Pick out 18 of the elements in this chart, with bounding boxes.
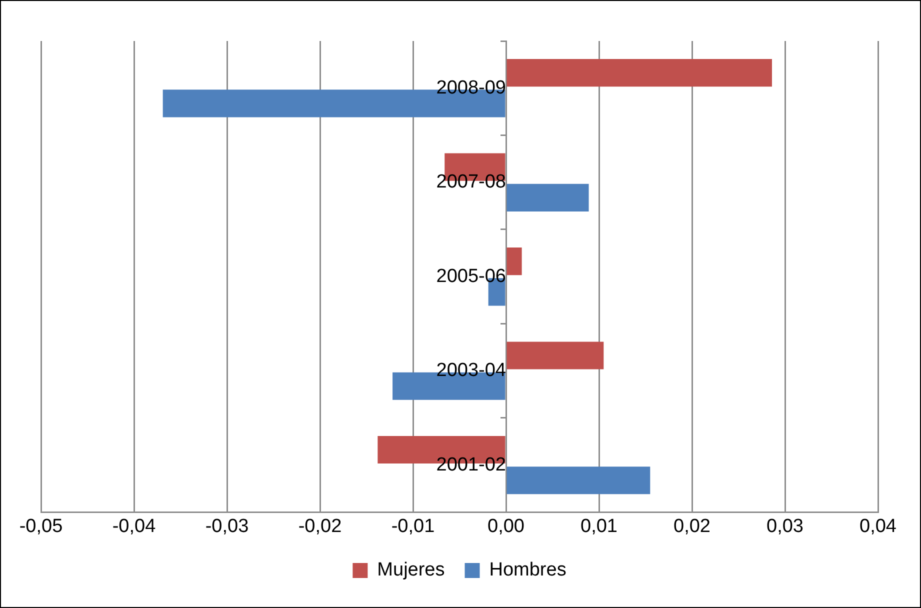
x-tick-label: 0,03 bbox=[766, 516, 804, 537]
y-tick-label: 2005-06 bbox=[436, 266, 506, 287]
x-tick-label: -0,04 bbox=[112, 516, 156, 537]
bar bbox=[506, 59, 772, 87]
x-tick-label: 0,01 bbox=[580, 516, 618, 537]
x-tick-label: -0,03 bbox=[205, 516, 249, 537]
x-tick-label: -0,05 bbox=[19, 516, 63, 537]
bar bbox=[506, 342, 604, 370]
legend-label: Hombres bbox=[489, 560, 566, 581]
x-tick-label: -0,02 bbox=[298, 516, 342, 537]
bar bbox=[506, 184, 589, 212]
bar bbox=[506, 248, 522, 276]
x-tick-label: -0,01 bbox=[391, 516, 435, 537]
x-tick-label: 0,00 bbox=[488, 516, 524, 537]
x-tick-label: 0,04 bbox=[860, 516, 897, 537]
bar bbox=[506, 466, 650, 494]
legend-label: Mujeres bbox=[377, 560, 445, 581]
x-tick-label: 0,02 bbox=[674, 516, 710, 537]
